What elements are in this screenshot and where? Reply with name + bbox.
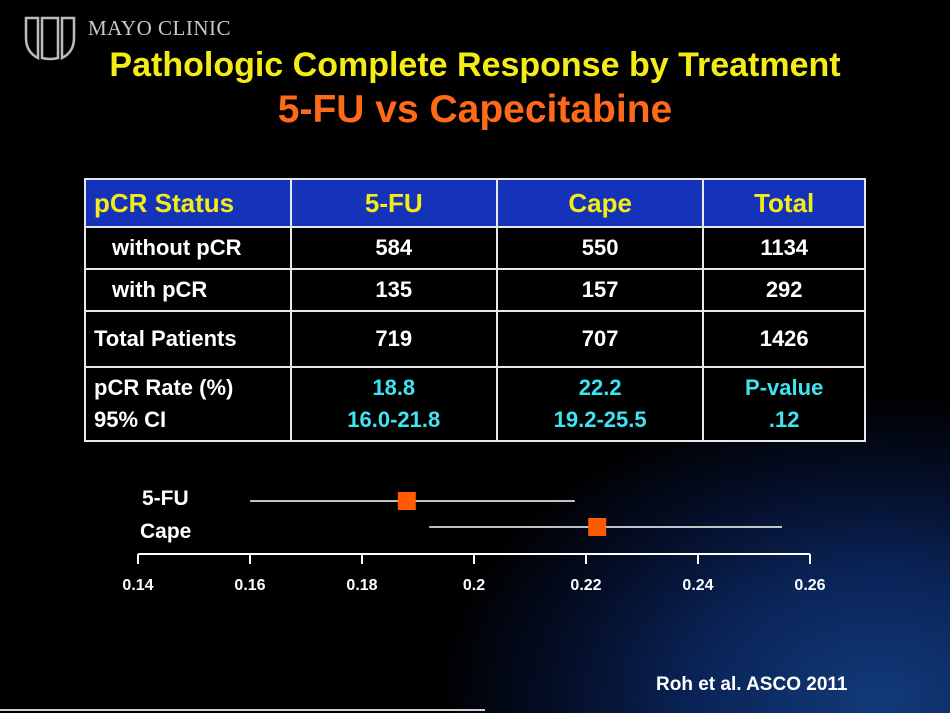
x-tick-label: 0.26 xyxy=(794,577,826,594)
header-cell-status: pCR Status xyxy=(84,178,292,228)
mayo-clinic-logo: MAYO CLINIC xyxy=(22,12,230,62)
row-label: with pCR xyxy=(84,268,292,312)
slide-title: Pathologic Complete Response by Treatmen… xyxy=(109,46,841,84)
x-tick-label: 0.24 xyxy=(682,577,714,594)
pcr-table: pCR Status 5-FU Cape Total without pCR 5… xyxy=(84,178,866,442)
x-tick-label: 0.22 xyxy=(570,577,602,594)
x-tick-label: 0.14 xyxy=(122,577,154,594)
cell-cape: 550 xyxy=(495,226,705,270)
cell-total: 1134 xyxy=(702,226,866,270)
table-row: without pCR 584 550 1134 xyxy=(84,226,866,270)
header-cell-5fu: 5-FU xyxy=(289,178,498,228)
cell-cape: 707 xyxy=(495,310,705,368)
table-header-row: pCR Status 5-FU Cape Total xyxy=(84,178,866,228)
cell-total: 292 xyxy=(702,268,866,312)
cell-5fu: 584 xyxy=(289,226,498,270)
slide-subtitle: 5-FU vs Capecitabine xyxy=(277,88,673,131)
ci-label: 95% CI xyxy=(94,407,167,432)
rate-value: 18.8 xyxy=(372,375,416,400)
ci-value: 19.2-25.5 xyxy=(553,407,647,432)
rate-label: pCR Rate (%) xyxy=(94,375,234,400)
pvalue-cell: P-value .12 xyxy=(702,366,866,442)
series-label-5fu: 5-FU xyxy=(142,487,189,510)
shield-icon xyxy=(24,16,76,61)
row-label: Total Patients xyxy=(84,310,292,368)
table-row-rate: pCR Rate (%) 95% CI 18.8 16.0-21.8 22.2 … xyxy=(84,366,866,442)
cell-5fu: 719 xyxy=(289,310,498,368)
cell-total: 1426 xyxy=(702,310,866,368)
ci-value: 16.0-21.8 xyxy=(347,407,441,432)
row-label: without pCR xyxy=(84,226,292,270)
bottom-divider xyxy=(0,709,485,711)
cell-5fu: 135 xyxy=(289,268,498,312)
series-label-cape: Cape xyxy=(140,520,192,543)
rate-cell-5fu: 18.8 16.0-21.8 xyxy=(289,366,498,442)
rate-value: 22.2 xyxy=(578,375,622,400)
citation: Roh et al. ASCO 2011 xyxy=(656,674,848,695)
x-tick-label: 0.16 xyxy=(234,577,266,594)
table-row: with pCR 135 157 292 xyxy=(84,268,866,312)
header-cell-total: Total xyxy=(702,178,866,228)
rate-row-label: pCR Rate (%) 95% CI xyxy=(84,366,292,442)
cell-cape: 157 xyxy=(495,268,705,312)
rate-cell-cape: 22.2 19.2-25.5 xyxy=(495,366,705,442)
x-tick-label: 0.18 xyxy=(346,577,378,594)
table-row: Total Patients 719 707 1426 xyxy=(84,310,866,368)
pvalue-value: .12 xyxy=(768,407,800,432)
x-tick-label: 0.2 xyxy=(462,577,486,594)
pvalue-label: P-value xyxy=(745,375,824,400)
header-cell-cape: Cape xyxy=(495,178,705,228)
logo-text: MAYO CLINIC xyxy=(88,16,231,40)
